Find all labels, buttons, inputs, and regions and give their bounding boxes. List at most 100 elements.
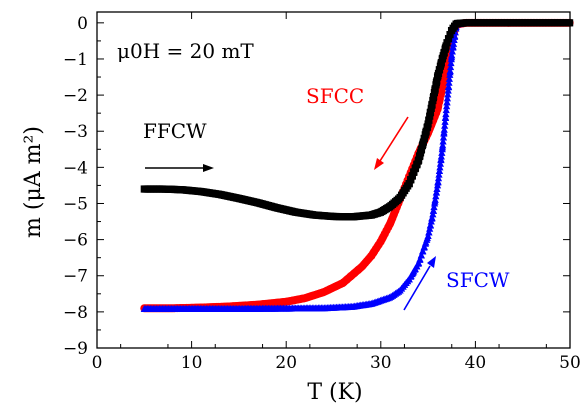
data-point-ffcw (428, 100, 436, 109)
data-point-ffcw (421, 131, 429, 139)
series-ffcw (140, 19, 574, 221)
data-point-ffcw (422, 127, 430, 135)
y-tick-label: −4 (63, 158, 88, 178)
data-point-sfcw (434, 174, 443, 182)
data-point-sfcw (445, 74, 453, 82)
data-point-sfcw (440, 129, 448, 137)
data-point-sfcw (437, 156, 445, 164)
data-point-ffcw (419, 138, 427, 146)
data-point-sfcw (447, 55, 455, 63)
data-point-sfcw (444, 90, 452, 98)
arrowhead-sfcw (427, 256, 436, 268)
data-point-ffcw (437, 58, 445, 67)
data-point-sfcw (443, 98, 451, 106)
data-point-sfcw (443, 102, 451, 110)
data-point-sfcw (433, 181, 442, 189)
data-point-sfcw (442, 106, 450, 114)
plot-frame (96, 11, 571, 349)
data-point-sfcw (439, 137, 447, 145)
data-point-sfcw (440, 125, 448, 133)
data-point-ffcw (430, 89, 439, 97)
data-point-ffcw (446, 31, 454, 39)
x-tick-label: 20 (275, 353, 297, 373)
arrow-sfcw (403, 265, 431, 311)
series-layer (140, 18, 574, 313)
data-point-sfcw (420, 243, 428, 251)
tick-layer: 0 10 20 30 40 50 0 −1 −2 −3 −4 −5 −6 −7 −8 −9 (63, 12, 581, 373)
x-tick-label: 0 (92, 353, 103, 373)
data-point-sfcw (431, 199, 439, 207)
x-tick-label: 50 (559, 353, 581, 373)
data-point-ffcw (417, 145, 426, 153)
data-point-sfcw (429, 206, 438, 214)
y-tick-label: 0 (77, 14, 88, 34)
data-point-sfcc (354, 265, 363, 274)
data-point-sfcw (427, 217, 435, 225)
data-point-sfcw (444, 86, 452, 94)
data-point-sfcw (419, 247, 427, 255)
data-point-ffcw (418, 142, 427, 150)
x-axis-title: T (K) (307, 380, 362, 405)
series-sfcw (140, 18, 574, 312)
data-point-ffcw (415, 156, 423, 164)
data-point-ffcw (415, 152, 424, 161)
data-point-ffcw (431, 85, 439, 93)
y-axis-title: m (μA m²) (21, 126, 46, 238)
arrowhead-sfcc (374, 158, 384, 170)
data-point-ffcw (432, 81, 440, 89)
data-point-ffcw (435, 66, 444, 74)
data-point-sfcw (448, 51, 456, 59)
y-tick-label: −8 (63, 303, 88, 323)
y-tick-label: −2 (63, 86, 88, 106)
data-point-ffcw (433, 77, 441, 85)
data-point-sfcw (447, 59, 455, 67)
data-point-ffcw (424, 120, 432, 128)
data-point-sfcw (439, 141, 447, 149)
y-tick-label: −1 (63, 50, 88, 70)
arrowhead-ffcw (203, 164, 214, 172)
annotation-sfcw: SFCW (446, 268, 510, 292)
data-point-ffcw (411, 164, 420, 172)
data-point-sfcw (434, 177, 442, 185)
data-point-ffcw (408, 172, 416, 180)
data-point-ffcw (423, 124, 431, 132)
data-point-sfcw (439, 133, 448, 141)
data-point-sfcw (436, 163, 444, 171)
data-point-ffcw (436, 62, 444, 70)
data-point-sfcw (429, 210, 437, 218)
y-tick-label: −5 (63, 194, 88, 214)
data-point-sfcw (437, 152, 445, 160)
data-point-ffcw (426, 112, 434, 120)
data-point-sfcw (450, 36, 458, 43)
data-point-sfcw (435, 170, 443, 178)
arrow-sfcc (379, 116, 409, 162)
annotation-ffcw: FFCW (143, 119, 207, 143)
data-point-ffcw (420, 134, 428, 143)
data-point-ffcw (430, 93, 438, 101)
data-point-ffcw (442, 42, 450, 50)
x-tick-label: 10 (181, 353, 203, 373)
data-point-sfcw (430, 203, 438, 211)
y-tick-label: −3 (63, 122, 88, 142)
data-point-sfcw (441, 117, 449, 125)
data-point-sfcw (444, 82, 453, 90)
data-point-sfcw (423, 235, 431, 243)
data-point-ffcw (444, 35, 453, 43)
data-point-ffcw (407, 176, 415, 184)
x-tick-label: 30 (370, 353, 392, 373)
data-point-ffcw (434, 69, 443, 78)
data-point-sfcw (421, 239, 429, 247)
data-point-ffcw (405, 180, 413, 188)
data-point-sfcw (432, 188, 440, 196)
data-point-ffcw (425, 116, 433, 124)
data-point-sfcw (446, 63, 455, 71)
data-point-sfcw (416, 255, 424, 263)
data-point-sfcw (435, 166, 444, 174)
data-point-sfcw (449, 43, 457, 51)
data-point-ffcw (429, 96, 437, 105)
data-point-sfcw (441, 113, 450, 121)
data-point-sfcw (442, 110, 450, 118)
field-annotation: μ0H = 20 mT (117, 39, 254, 63)
data-point-sfcw (417, 251, 425, 259)
